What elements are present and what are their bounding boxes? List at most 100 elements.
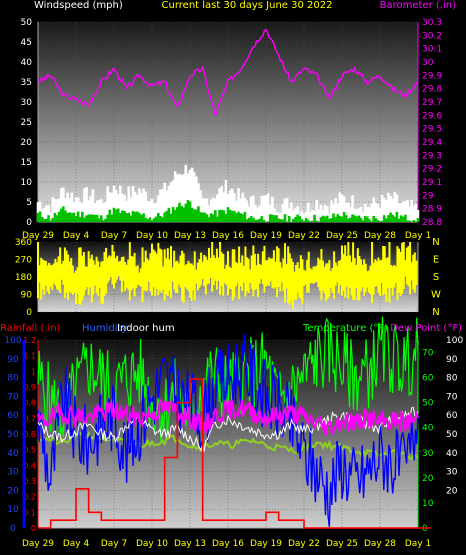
panel2-compass-tick: E <box>433 255 439 266</box>
gust-bar <box>283 198 287 222</box>
gust-bar <box>336 203 340 222</box>
panel3-rain-tick: 0.4 <box>23 461 36 470</box>
panel2-left-tick: 180 <box>15 273 32 283</box>
gust-bar <box>376 203 380 222</box>
wind-bar <box>378 221 382 222</box>
wind-bar <box>368 219 371 222</box>
panel3-temp-tick: 30 <box>422 449 434 459</box>
panel3-x-tick: Day 28 <box>364 539 396 549</box>
wind-bar <box>36 212 40 222</box>
panel1-x-tick: Day 28 <box>364 231 396 241</box>
gust-bar <box>385 200 388 222</box>
panel3-indoor-tick: 70 <box>446 392 458 402</box>
wind-bar <box>306 219 310 222</box>
wind-bar <box>68 212 71 222</box>
wind-bar <box>87 214 90 222</box>
gust-bar <box>359 207 363 222</box>
panel3-x-tick: Day 10 <box>136 539 168 549</box>
panel3-indoor-tick: 50 <box>446 430 458 440</box>
wind-bar <box>91 214 95 222</box>
wind-bar <box>47 215 50 222</box>
wind-bar <box>235 213 238 222</box>
wind-bar <box>51 218 55 222</box>
panel2-left-tick: 0 <box>26 308 32 318</box>
gust-bar <box>89 196 93 222</box>
gust-bar <box>167 185 171 222</box>
wind-bar <box>184 203 188 222</box>
gust-bar <box>203 198 207 222</box>
wind-bar <box>296 214 299 222</box>
gust-bar <box>315 200 318 222</box>
dew-point-label: Dew Point (°F) <box>390 323 462 334</box>
panel1-right-tick: 29.6 <box>422 111 442 121</box>
wind-bar <box>292 218 295 222</box>
wind-bar <box>66 212 69 222</box>
gust-bar <box>197 183 200 222</box>
wind-bar <box>106 214 109 222</box>
gust-bar <box>355 209 359 222</box>
wind-bar <box>254 219 257 222</box>
gust-bar <box>57 198 61 222</box>
panel1-right-tick: 29.2 <box>422 165 442 175</box>
gust-bar <box>317 209 321 222</box>
wind-bar <box>372 215 375 222</box>
gust-bar <box>340 194 344 222</box>
wind-bar <box>214 210 217 222</box>
gust-bar <box>150 198 154 222</box>
gust-bar <box>152 203 156 222</box>
wind-bar <box>406 220 409 222</box>
gust-bar <box>245 200 249 222</box>
wind-bar <box>416 218 420 222</box>
panel3-rain-tick: 0.7 <box>23 414 36 423</box>
panel3-humidity-tick: 80 <box>7 374 19 384</box>
gust-bar <box>133 191 137 222</box>
wind-bar <box>287 215 291 222</box>
gust-bar <box>292 210 295 222</box>
gust-bar <box>224 180 228 222</box>
gust-bar <box>93 202 97 222</box>
panel1-left-tick: 30 <box>21 98 33 108</box>
panel2-compass-tick: S <box>433 272 439 283</box>
gust-bar <box>235 200 238 222</box>
wind-bar <box>89 214 93 222</box>
wind-bar <box>279 219 283 222</box>
gust-bar <box>368 207 371 222</box>
wind-bar <box>199 212 202 222</box>
panel1-x-tick: Day 25 <box>326 231 358 241</box>
gust-bar <box>207 205 211 222</box>
gust-bar <box>184 164 188 222</box>
gust-bar <box>414 204 418 222</box>
gust-bar <box>169 182 173 222</box>
panel1-right-tick: 29.1 <box>422 178 442 188</box>
wind-bar <box>195 209 198 222</box>
panel3-indoor-tick: 90 <box>446 355 458 365</box>
panel1-x-tick: Day 4 <box>63 231 90 241</box>
gust-bar <box>72 202 76 222</box>
wind-bar <box>323 216 327 222</box>
gust-bar <box>351 195 354 222</box>
panel3-x-tick: Day 29 <box>22 539 54 549</box>
wind-bar <box>178 202 181 222</box>
wind-bar <box>203 212 207 222</box>
panel1-x-tick: Day 16 <box>212 231 244 241</box>
wind-bar <box>393 216 397 222</box>
gust-bar <box>302 214 306 222</box>
panel1-x-tick: Day 19 <box>250 231 282 241</box>
gust-bar <box>97 199 101 222</box>
panel3-humidity-tick: 30 <box>7 468 19 478</box>
panel1-right-tick: 30.2 <box>422 31 442 41</box>
gust-bar <box>262 195 266 222</box>
wind-bar <box>408 220 411 222</box>
gust-bar <box>127 186 131 222</box>
wind-bar <box>330 218 333 222</box>
gust-bar <box>239 198 242 222</box>
wind-bar <box>100 215 103 222</box>
wind-bar <box>43 219 46 222</box>
wind-bar <box>283 214 287 222</box>
wind-bar <box>313 214 316 222</box>
gust-bar <box>114 190 118 222</box>
wind-bar <box>237 211 240 222</box>
gust-bar <box>70 192 74 222</box>
panel1-left-tick: 35 <box>21 78 32 88</box>
wind-bar <box>285 221 289 222</box>
